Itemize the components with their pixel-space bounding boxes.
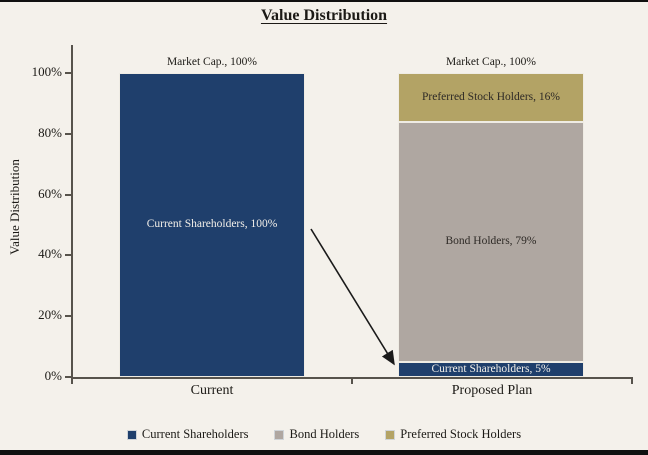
y-axis-tick-label: 0% (44, 368, 62, 383)
legend-swatch-icon (274, 429, 285, 440)
y-axis-line (71, 45, 73, 379)
chart-legend: Current Shareholders Bond Holders Preferre… (0, 427, 648, 442)
legend-swatch-icon (126, 429, 137, 440)
y-axis-tick-label: 20% (38, 307, 62, 323)
y-axis-tick (65, 376, 72, 378)
bar-segment: Current Shareholders, 5% (398, 361, 584, 377)
bar-total-label: Market Cap., 100% (445, 56, 537, 68)
y-axis-tick-label: 40% (38, 246, 62, 262)
y-axis-tick-label: 100% (31, 64, 62, 79)
y-axis-tick (65, 315, 72, 318)
bar-segment: Current Shareholders, 100% (119, 73, 305, 377)
y-axis-tick-label: 80% (38, 124, 62, 140)
bottom-border-bar (0, 450, 648, 455)
chart-title: Value Distribution (260, 7, 388, 24)
legend-label: Current Shareholders (141, 427, 249, 441)
x-category-label: Proposed Plan (451, 383, 533, 398)
y-axis-tick-label: 60% (38, 185, 62, 201)
legend-item: Current Shareholders (126, 427, 249, 442)
top-border-bar (0, 0, 648, 2)
x-axis-tick (631, 379, 633, 384)
legend-item: Bond Holders (274, 427, 359, 442)
legend-swatch-icon (385, 429, 396, 440)
x-axis-tick (351, 379, 353, 384)
legend-item: Preferred Stock Holders (385, 427, 521, 442)
y-axis-tick (65, 132, 72, 135)
bar-segment: Bond Holders, 79% (398, 121, 584, 362)
y-axis-title: Value Distribution (7, 159, 22, 255)
bar-segment: Preferred Stock Holders, 16% (398, 73, 584, 122)
y-axis-tick (65, 254, 72, 257)
y-axis-tick (65, 193, 72, 196)
y-axis-tick (65, 72, 72, 74)
x-category-label: Current (190, 383, 234, 398)
legend-label: Preferred Stock Holders (400, 427, 522, 441)
x-axis-line (71, 377, 633, 379)
bar-total-label: Market Cap., 100% (166, 56, 258, 68)
legend-label: Bond Holders (289, 427, 360, 441)
x-axis-tick (71, 379, 73, 384)
